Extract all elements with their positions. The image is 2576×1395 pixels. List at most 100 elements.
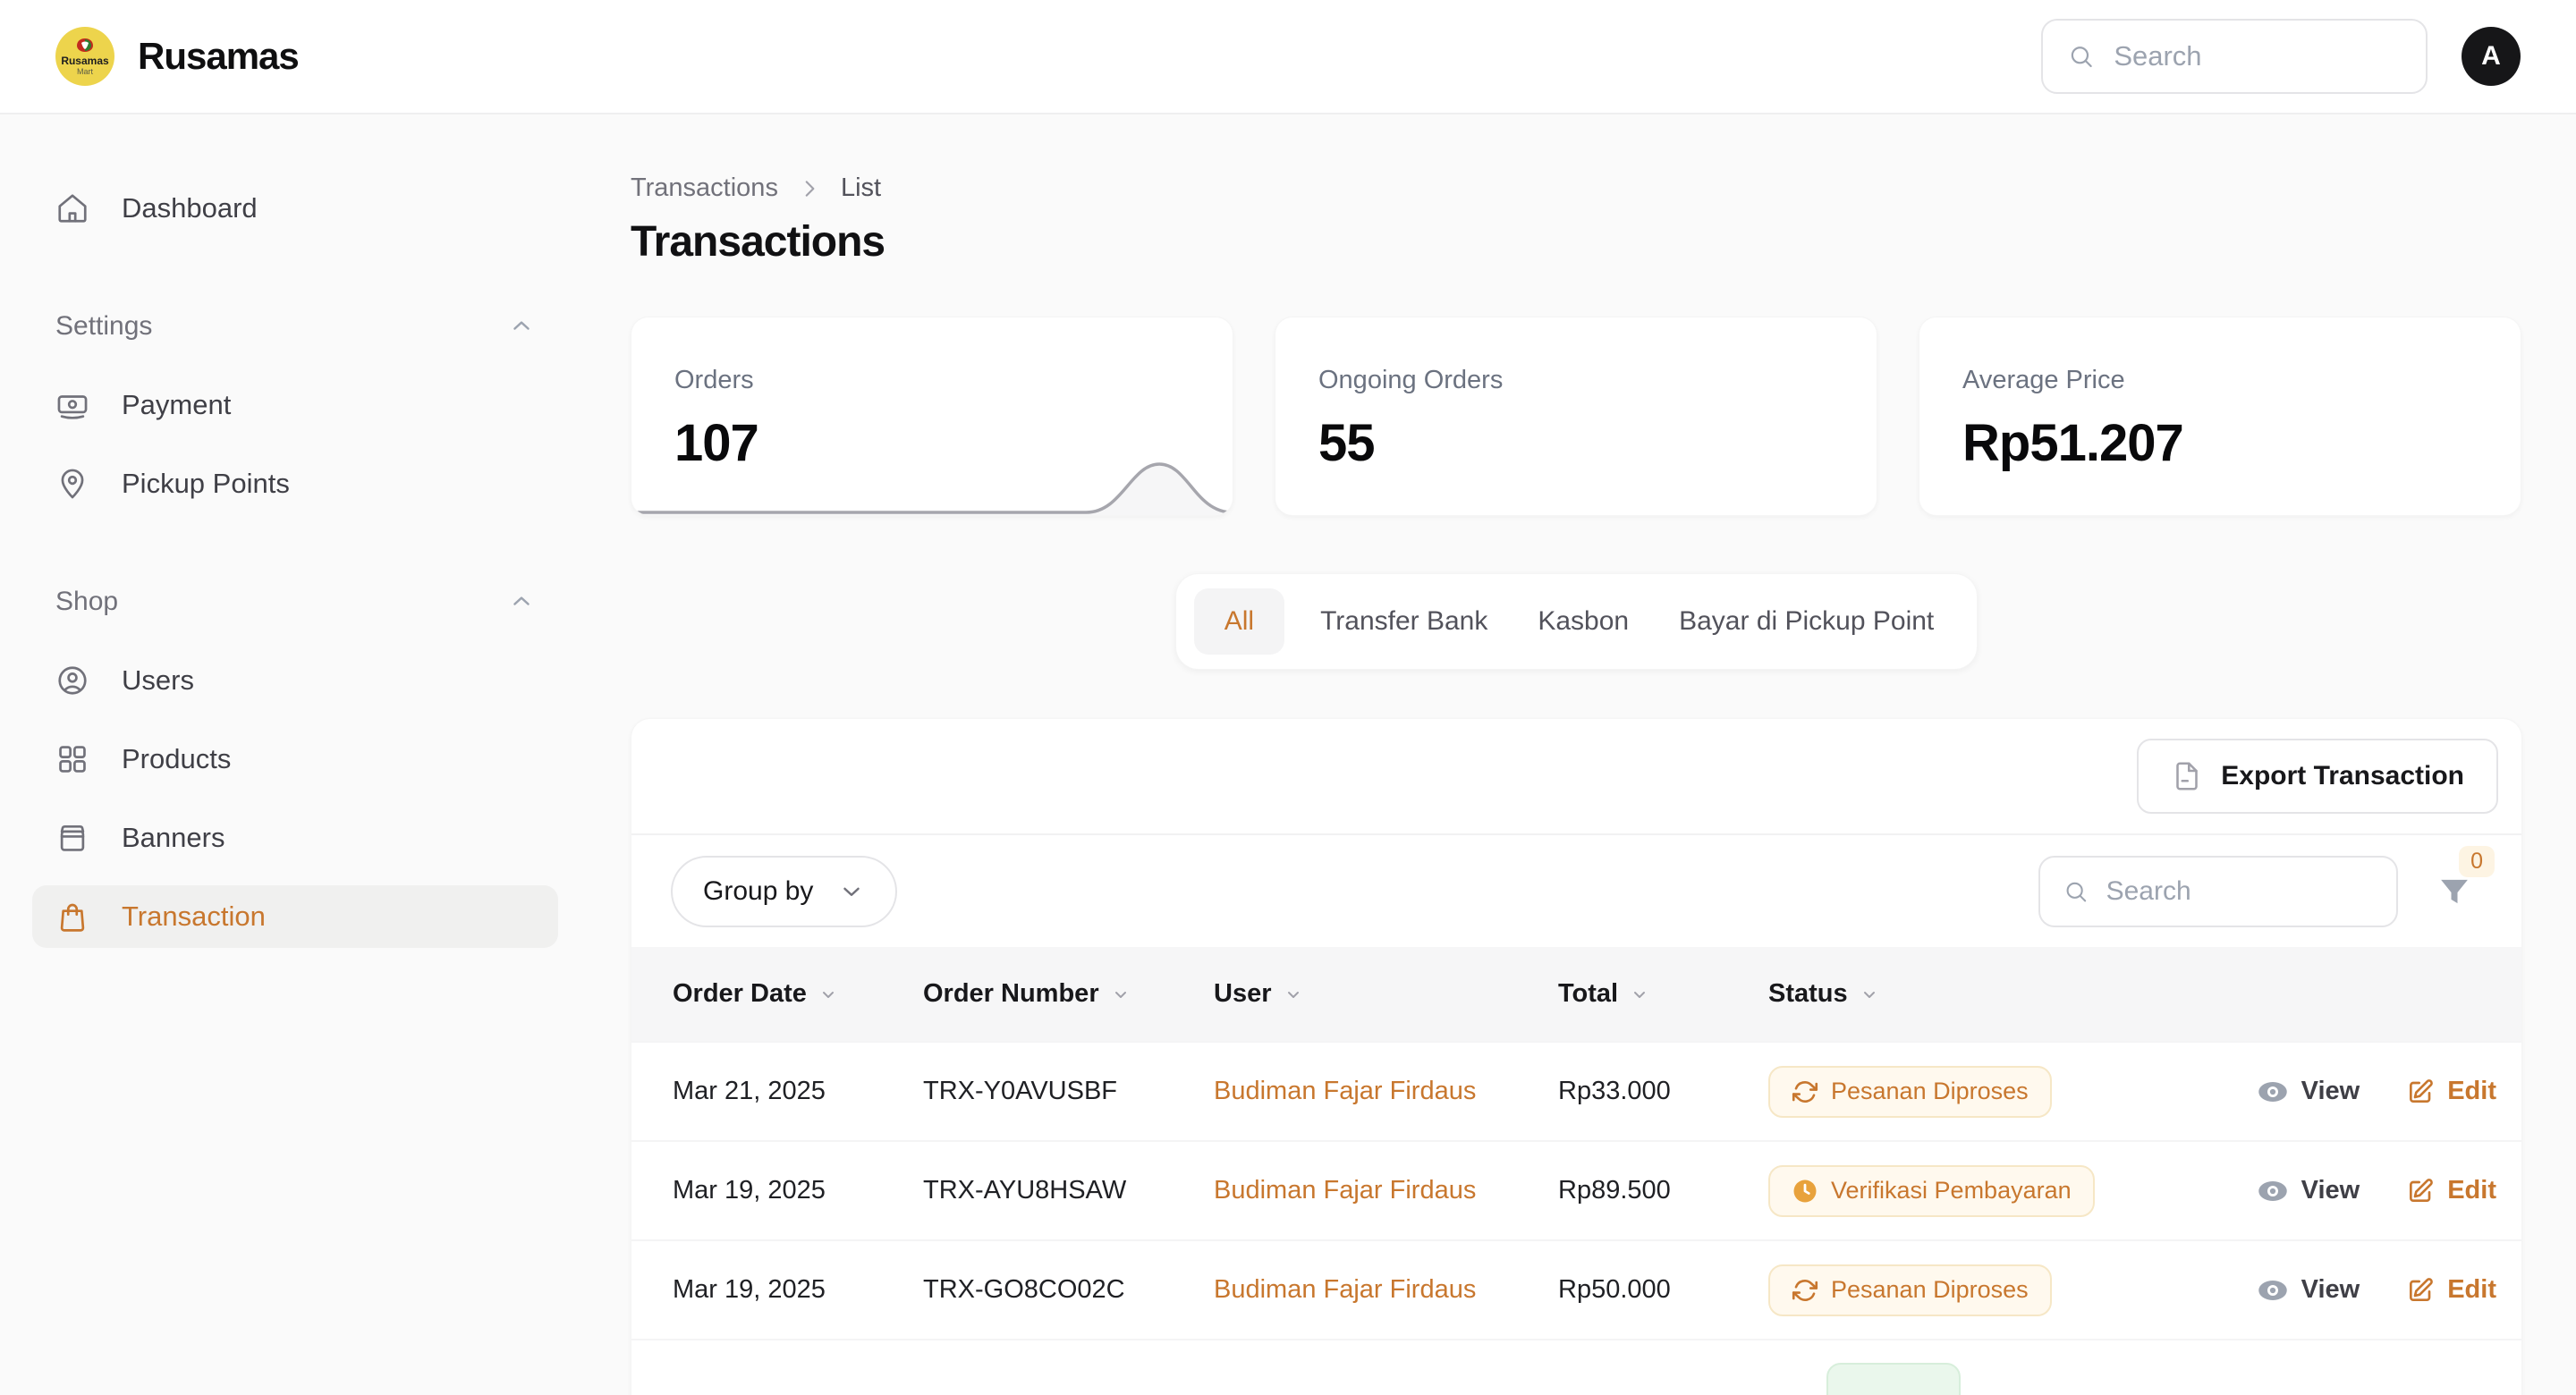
table-search[interactable] bbox=[2038, 855, 2398, 927]
edit-button[interactable]: Edit bbox=[2406, 1176, 2496, 1205]
column-label: Order Number bbox=[923, 979, 1099, 1008]
sidebar-item-label: Dashboard bbox=[122, 192, 258, 224]
chevron-up-icon bbox=[513, 596, 530, 605]
stat-value: 55 bbox=[1318, 414, 1376, 472]
cell-order-number: TRX-GO8CO02C bbox=[923, 1275, 1125, 1304]
status-badge-processing: Pesanan Diproses bbox=[1768, 1264, 2052, 1316]
breadcrumb-parent[interactable]: Transactions bbox=[631, 173, 778, 202]
cell-order-date: Mar 19, 2025 bbox=[673, 1275, 826, 1304]
table-actions-row: Export Transaction bbox=[631, 719, 2521, 835]
view-label: View bbox=[2301, 1275, 2360, 1304]
cell-order-number: TRX-AYU8HSAW bbox=[923, 1176, 1127, 1205]
table-row[interactable]: Mar 19, 2025 TRX-GO8CO02C Budiman Fajar … bbox=[631, 1239, 2521, 1339]
table-row-partial[interactable] bbox=[631, 1339, 2521, 1395]
breadcrumb-current: List bbox=[840, 173, 882, 202]
sidebar-section-settings[interactable]: Settings bbox=[32, 311, 558, 342]
home-icon bbox=[58, 194, 87, 223]
view-label: View bbox=[2301, 1176, 2360, 1205]
brand-logo: Rusamas Mart bbox=[55, 27, 114, 86]
eye-icon bbox=[2258, 1180, 2287, 1201]
column-header-status[interactable]: Status bbox=[1768, 979, 2153, 1009]
column-header-order-number[interactable]: Order Number bbox=[923, 979, 1214, 1009]
sidebar-item-label: Users bbox=[122, 664, 194, 696]
avatar[interactable]: A bbox=[2462, 27, 2521, 86]
column-label: Total bbox=[1558, 979, 1619, 1008]
row-actions: View Edit bbox=[2153, 1176, 2496, 1205]
cell-user-link[interactable]: Budiman Fajar Firdaus bbox=[1214, 1275, 1477, 1304]
chevron-down-icon bbox=[843, 887, 860, 896]
shopping-bag-icon bbox=[60, 903, 85, 932]
logo-text-bottom: Mart bbox=[77, 66, 93, 76]
sidebar-item-pickup-points[interactable]: Pickup Points bbox=[32, 452, 558, 515]
logo-text-top: Rusamas bbox=[61, 54, 109, 67]
funnel-icon bbox=[2441, 879, 2468, 903]
sidebar-item-products[interactable]: Products bbox=[32, 728, 558, 790]
stats-row: Orders 107 Ongoing Orders 55 Average Pri… bbox=[631, 317, 2522, 516]
table-search-input[interactable] bbox=[2106, 875, 2373, 907]
tab-transfer-bank[interactable]: Transfer Bank bbox=[1320, 606, 1488, 636]
column-label: User bbox=[1214, 979, 1272, 1008]
document-icon bbox=[2176, 762, 2199, 790]
sync-icon bbox=[1792, 1080, 1818, 1103]
filter-button[interactable]: 0 bbox=[2436, 845, 2495, 910]
cell-user-link[interactable]: Budiman Fajar Firdaus bbox=[1214, 1176, 1477, 1205]
view-button[interactable]: View bbox=[2257, 1077, 2360, 1106]
view-button[interactable]: View bbox=[2257, 1275, 2360, 1305]
main-content: Transactions List Transactions Orders 10… bbox=[631, 114, 2522, 1395]
column-header-user[interactable]: User bbox=[1214, 979, 1558, 1009]
orders-sparkline bbox=[631, 462, 1233, 515]
pencil-square-icon bbox=[2410, 1078, 2434, 1103]
global-search-input[interactable] bbox=[2114, 40, 2401, 72]
edit-label: Edit bbox=[2447, 1275, 2496, 1304]
pencil-square-icon bbox=[2410, 1178, 2434, 1202]
cell-user-link[interactable]: Budiman Fajar Firdaus bbox=[1214, 1077, 1477, 1105]
group-by-label: Group by bbox=[703, 875, 814, 906]
edit-label: Edit bbox=[2447, 1176, 2496, 1205]
status-badge-processing: Pesanan Diproses bbox=[1768, 1065, 2052, 1118]
table-row[interactable]: Mar 19, 2025 TRX-AYU8HSAW Budiman Fajar … bbox=[631, 1140, 2521, 1239]
sidebar-item-dashboard[interactable]: Dashboard bbox=[32, 177, 558, 240]
column-header-order-date[interactable]: Order Date bbox=[673, 979, 923, 1009]
column-label: Status bbox=[1768, 979, 1848, 1008]
group-by-dropdown[interactable]: Group by bbox=[671, 855, 898, 927]
pencil-square-icon bbox=[2410, 1277, 2434, 1301]
edit-button[interactable]: Edit bbox=[2406, 1275, 2496, 1305]
table-header-row: Order Date Order Number User Total Statu… bbox=[631, 947, 2521, 1041]
table-row[interactable]: Mar 21, 2025 TRX-Y0AVUSBF Budiman Fajar … bbox=[631, 1041, 2521, 1140]
chevron-up-icon bbox=[513, 321, 530, 330]
transactions-table-card: Export Transaction Group by 0 bbox=[631, 718, 2522, 1395]
banknote-icon bbox=[57, 395, 88, 419]
brand-emblem-icon bbox=[77, 38, 93, 52]
sort-chevron-icon bbox=[1634, 991, 1646, 998]
sidebar-section-label: Shop bbox=[55, 587, 119, 616]
payment-filter-tabs-wrap: All Transfer Bank Kasbon Bayar di Pickup… bbox=[631, 573, 2522, 670]
sidebar-item-label: Banners bbox=[122, 822, 225, 853]
stat-card-average-price: Average Price Rp51.207 bbox=[1919, 317, 2521, 516]
tab-all[interactable]: All bbox=[1193, 588, 1285, 655]
stat-value: 107 bbox=[674, 414, 759, 472]
edit-button[interactable]: Edit bbox=[2406, 1077, 2496, 1106]
top-bar: Rusamas Mart Rusamas A bbox=[0, 0, 2576, 114]
sidebar-item-transaction[interactable]: Transaction bbox=[32, 885, 558, 948]
sidebar-item-users[interactable]: Users bbox=[32, 649, 558, 712]
sidebar-item-payment[interactable]: Payment bbox=[32, 374, 558, 436]
view-button[interactable]: View bbox=[2257, 1176, 2360, 1205]
tab-bayar-di-pickup-point[interactable]: Bayar di Pickup Point bbox=[1679, 606, 1935, 636]
grid-icon bbox=[59, 746, 86, 773]
export-transaction-button[interactable]: Export Transaction bbox=[2137, 739, 2498, 814]
sort-chevron-icon bbox=[1863, 991, 1875, 998]
clock-icon bbox=[1793, 1179, 1817, 1202]
row-actions: View Edit bbox=[2153, 1275, 2496, 1305]
sidebar-section-shop[interactable]: Shop bbox=[32, 587, 558, 617]
global-search[interactable] bbox=[2041, 19, 2428, 94]
stat-label: Ongoing Orders bbox=[1318, 366, 1504, 394]
avatar-initial: A bbox=[2481, 41, 2501, 71]
sidebar-item-banners[interactable]: Banners bbox=[32, 807, 558, 869]
table-toolbar: Group by 0 bbox=[631, 835, 2521, 947]
brand-name: Rusamas bbox=[138, 35, 300, 77]
status-badge-label: Verifikasi Pembayaran bbox=[1831, 1177, 2072, 1204]
eye-icon bbox=[2258, 1081, 2287, 1102]
tab-kasbon[interactable]: Kasbon bbox=[1538, 606, 1630, 636]
column-header-total[interactable]: Total bbox=[1558, 979, 1768, 1009]
status-badge-label: Pesanan Diproses bbox=[1831, 1276, 2029, 1303]
